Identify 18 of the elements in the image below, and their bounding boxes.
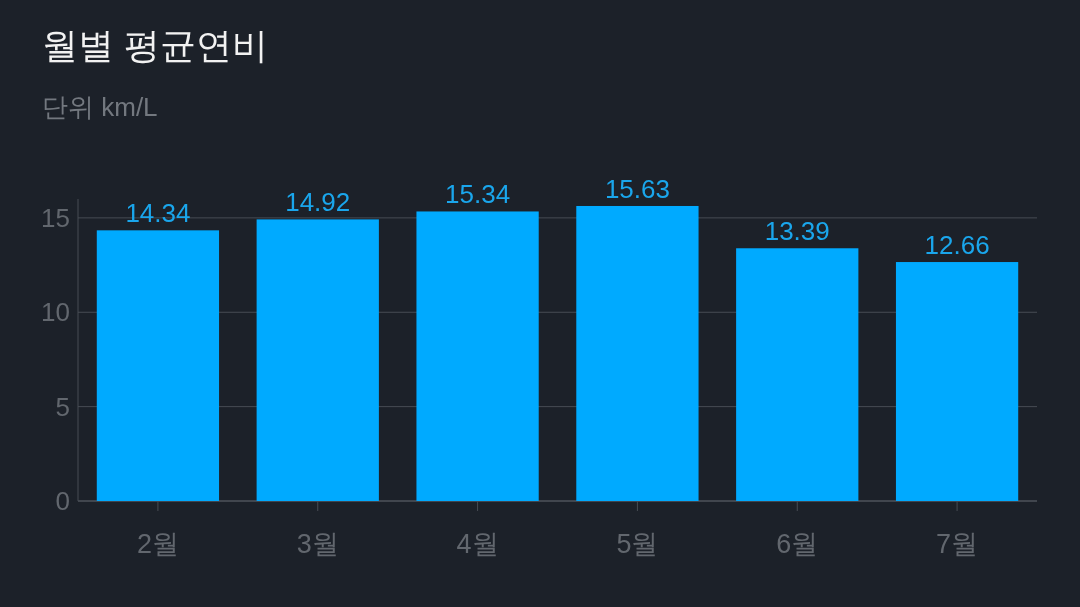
data-label: 14.34 [125, 198, 191, 229]
data-label: 15.63 [604, 173, 670, 204]
x-tick-label: 6월 [776, 529, 819, 559]
x-tick-label: 4월 [456, 529, 499, 559]
title: 월별 평균연비 [42, 25, 268, 66]
y-tick-label: 0 [55, 486, 70, 516]
x-tick-label: 7월 [936, 529, 979, 559]
data-label: 15.34 [445, 179, 511, 210]
y-tick-label: 10 [41, 297, 70, 328]
subtitle: 단위 km/L [42, 92, 158, 122]
y-tick-label: 15 [41, 202, 70, 233]
y-tick-label: 5 [55, 391, 70, 422]
x-tick-label: 2월 [136, 529, 179, 559]
data-label: 12.66 [924, 230, 990, 261]
x-tick-label: 5월 [616, 529, 659, 559]
x-tick-label: 3월 [296, 529, 339, 559]
data-label: 13.39 [764, 216, 830, 247]
data-label: 14.92 [285, 187, 351, 218]
